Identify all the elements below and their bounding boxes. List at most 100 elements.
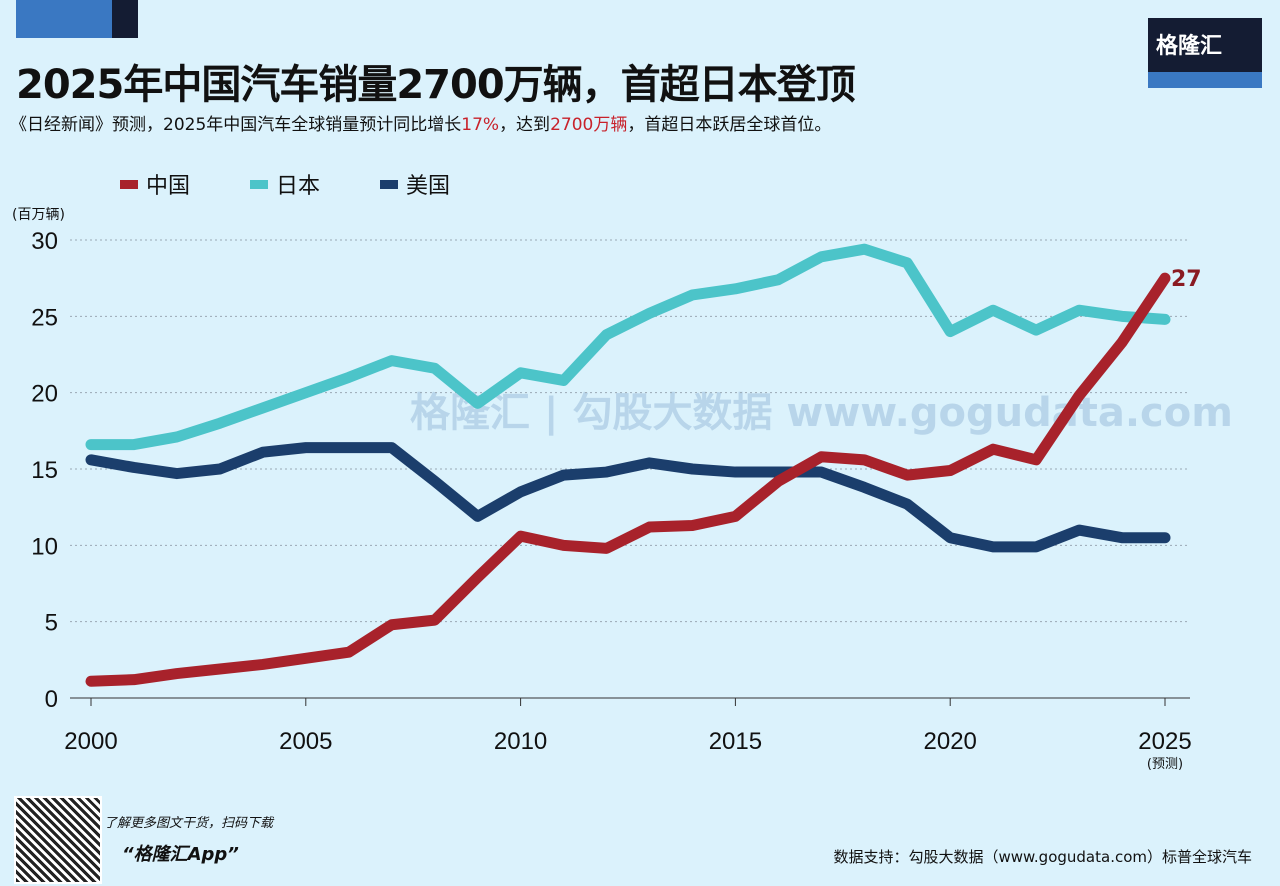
data-point bbox=[734, 471, 737, 474]
x-tick-label: 2015 bbox=[709, 728, 762, 755]
legend-label: 美国 bbox=[406, 174, 451, 199]
data-point bbox=[261, 451, 264, 454]
data-point bbox=[390, 623, 393, 626]
data-point bbox=[734, 287, 737, 290]
data-point bbox=[476, 402, 479, 405]
data-point bbox=[820, 455, 823, 458]
data-point bbox=[90, 443, 92, 446]
promo-text: 了解更多图文干货，扫码下载 bbox=[104, 816, 274, 831]
x-tick-label: 2020 bbox=[924, 728, 977, 755]
data-point bbox=[1121, 341, 1124, 344]
y-tick-label: 5 bbox=[45, 610, 58, 637]
data-point bbox=[519, 490, 522, 493]
page-title: 2025年中国汽车销量2700万辆，首超日本登顶 bbox=[16, 62, 856, 108]
data-point bbox=[1078, 309, 1081, 312]
data-point bbox=[992, 448, 995, 451]
subtitle-highlight: 2700万辆 bbox=[550, 115, 628, 135]
data-point bbox=[648, 461, 651, 464]
data-point bbox=[820, 255, 823, 258]
data-point bbox=[949, 330, 952, 333]
data-point bbox=[734, 515, 737, 518]
subtitle-highlight: 17% bbox=[461, 115, 500, 135]
data-point bbox=[175, 435, 178, 438]
data-point bbox=[949, 469, 952, 472]
data-point bbox=[906, 261, 909, 264]
legend-item-china: 中国 bbox=[120, 168, 190, 200]
data-point bbox=[90, 458, 92, 461]
data-point bbox=[562, 474, 565, 477]
y-axis-unit: (百万辆) bbox=[12, 207, 65, 223]
data-point bbox=[1035, 329, 1038, 332]
data-point bbox=[1164, 318, 1166, 321]
y-tick-label: 10 bbox=[31, 533, 58, 560]
x-tick-label: 2025 bbox=[1138, 728, 1191, 755]
data-point bbox=[777, 480, 780, 483]
legend: 中国 日本 美国 bbox=[120, 168, 450, 200]
decor-block bbox=[16, 0, 112, 38]
data-point bbox=[863, 458, 866, 461]
data-point bbox=[1121, 536, 1124, 539]
data-point bbox=[605, 547, 608, 550]
x-tick-label: 2010 bbox=[494, 728, 547, 755]
data-point bbox=[863, 248, 866, 251]
data-point bbox=[562, 379, 565, 382]
subtitle-text: ，达到 bbox=[499, 115, 551, 135]
y-tick-label: 20 bbox=[31, 381, 58, 408]
logo-text: 格隆汇 bbox=[1156, 34, 1223, 59]
y-tick-label: 25 bbox=[31, 304, 58, 331]
data-point bbox=[562, 544, 565, 547]
data-point bbox=[304, 391, 307, 394]
data-point bbox=[175, 672, 178, 675]
data-point bbox=[691, 468, 694, 470]
data-point bbox=[605, 333, 608, 336]
data-point bbox=[90, 680, 92, 683]
watermark: 格隆汇 | 勾股大数据 www.gogudata.com bbox=[410, 390, 1233, 436]
data-point bbox=[777, 471, 780, 474]
x-note: (预测) bbox=[1147, 757, 1183, 772]
data-point bbox=[433, 619, 436, 622]
data-point bbox=[132, 466, 135, 469]
legend-item-japan: 日本 bbox=[250, 168, 320, 200]
data-point bbox=[1035, 545, 1038, 548]
data-point bbox=[906, 474, 909, 477]
data-point bbox=[218, 422, 221, 425]
decor-block bbox=[112, 0, 138, 38]
subtitle-text: ，首超日本跃居全球首位。 bbox=[627, 115, 832, 135]
data-point bbox=[519, 535, 522, 538]
data-point bbox=[218, 468, 221, 470]
data-point bbox=[648, 526, 651, 529]
subtitle-text: 《日经新闻》预测，2025年中国汽车全球销量预计同比增长 bbox=[10, 115, 462, 135]
subtitle: 《日经新闻》预测，2025年中国汽车全球销量预计同比增长17%，达到2700万辆… bbox=[10, 110, 831, 135]
data-point bbox=[605, 471, 608, 474]
data-point bbox=[261, 406, 264, 409]
data-point bbox=[1164, 277, 1166, 280]
app-name: “格隆汇App” bbox=[122, 844, 239, 865]
data-point bbox=[433, 367, 436, 370]
x-tick-label: 2005 bbox=[279, 728, 332, 755]
annotation-label: 27 bbox=[1171, 267, 1202, 292]
data-point bbox=[906, 503, 909, 506]
data-point bbox=[1078, 529, 1081, 532]
legend-item-usa: 美国 bbox=[380, 168, 450, 200]
series-line-日本 bbox=[85, 243, 1171, 451]
data-point bbox=[304, 446, 307, 449]
data-point bbox=[476, 576, 479, 579]
y-tick-label: 30 bbox=[31, 228, 58, 255]
data-point bbox=[820, 471, 823, 474]
data-point bbox=[863, 486, 866, 489]
data-point bbox=[390, 446, 393, 449]
data-point bbox=[132, 443, 135, 446]
legend-label: 日本 bbox=[276, 174, 321, 199]
data-point bbox=[648, 312, 651, 315]
data-point bbox=[218, 667, 221, 670]
data-point bbox=[1121, 315, 1124, 318]
data-point bbox=[992, 309, 995, 312]
data-point bbox=[175, 472, 178, 475]
data-point bbox=[1078, 394, 1081, 397]
data-point bbox=[476, 515, 479, 518]
data-point bbox=[691, 524, 694, 527]
data-point bbox=[390, 359, 393, 362]
qr-code bbox=[14, 796, 102, 884]
data-point bbox=[1164, 536, 1166, 539]
data-point bbox=[433, 480, 436, 483]
